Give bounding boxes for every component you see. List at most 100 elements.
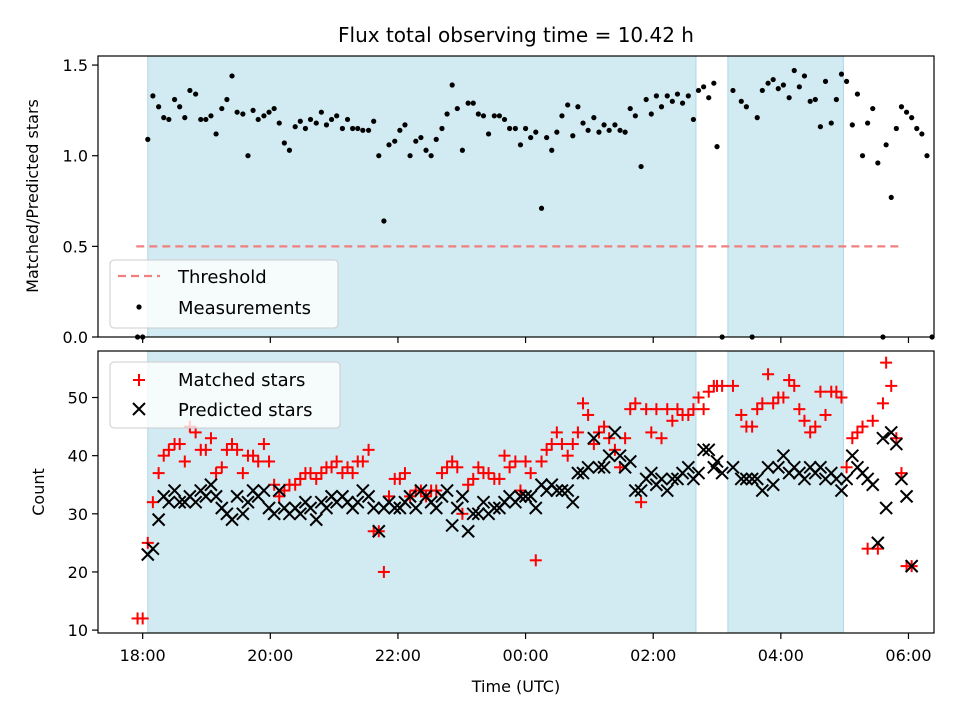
matched-star-point-140	[871, 542, 884, 555]
bottom-y-tick-label-2: 30	[68, 505, 88, 524]
measurement-point-110	[711, 80, 717, 86]
measurement-point-144	[893, 125, 899, 132]
legend-matched-label: Matched stars	[178, 370, 305, 391]
matched-star-point-69	[493, 472, 506, 485]
measurement-point-30	[292, 124, 298, 130]
measurement-point-117	[754, 115, 760, 121]
matched-star-point-85	[577, 397, 590, 410]
predicted-star-point-22	[257, 483, 271, 498]
matched-star-point-141	[876, 397, 889, 410]
matched-star-point-39	[336, 467, 349, 480]
matched-star-point-76	[529, 554, 542, 567]
measurement-point-98	[648, 111, 654, 117]
measurement-point-89	[601, 122, 607, 128]
measurement-point-85	[580, 120, 586, 126]
predicted-star-point-115	[750, 472, 764, 486]
measurement-point-60	[449, 82, 455, 88]
matched-star-point-79	[545, 438, 558, 451]
matched-star-point-77	[535, 455, 548, 468]
bottom-legend-box	[109, 361, 341, 429]
matched-star-point-18	[226, 438, 239, 451]
top-legend-box	[109, 259, 339, 329]
measurement-point-31	[297, 118, 303, 124]
bottom-x-tick-label-4: 02:00	[630, 646, 676, 665]
measurement-point-66	[480, 113, 487, 119]
predicted-star-point-124	[797, 472, 812, 486]
predicted-star-point-112	[734, 472, 748, 486]
predicted-star-point-139	[876, 431, 890, 445]
measurement-point-90	[606, 127, 612, 133]
measurement-point-46	[376, 153, 382, 159]
predicted-star-point-109	[710, 454, 724, 469]
measurement-point-106	[690, 116, 697, 123]
measurement-point-37	[328, 116, 335, 123]
predicted-star-point-57	[440, 483, 454, 498]
predicted-star-point-58	[445, 518, 459, 533]
measurement-point-63	[465, 100, 471, 106]
matched-star-point-72	[509, 455, 522, 468]
matched-star-point-136	[851, 426, 864, 439]
legend-predicted-label: Predicted stars	[178, 400, 312, 421]
predicted-star-point-92	[623, 454, 637, 469]
predicted-star-point-142	[889, 437, 904, 451]
measurement-point-122	[780, 82, 786, 88]
matched-star-point-64	[467, 472, 480, 485]
measurement-point-145	[898, 104, 905, 110]
measurement-point-43	[360, 127, 366, 133]
measurement-point-111	[714, 144, 720, 150]
bottom-y-axis-label: Count	[29, 468, 48, 516]
bottom-y-tick-label-0: 10	[68, 621, 88, 640]
measurement-point-38	[334, 113, 340, 119]
matched-star-point-75	[524, 467, 537, 480]
measurement-point-33	[307, 116, 314, 123]
predicted-star-point-120	[776, 448, 791, 463]
measurement-point-14	[208, 113, 214, 119]
measurement-point-139	[870, 105, 876, 112]
matched-star-point-132	[830, 385, 843, 398]
measurement-point-21	[245, 153, 251, 159]
measurement-point-8	[177, 104, 183, 110]
measurement-point-133	[838, 71, 845, 77]
top-panel: 0.0 0.5 1.0 1.5 Matched/Predicted stars Thr…	[23, 55, 935, 347]
predicted-star-point-100	[665, 472, 680, 486]
measurement-point-81	[559, 113, 565, 119]
measurement-point-54	[418, 134, 424, 141]
measurement-point-40	[344, 116, 351, 123]
predicted-star-point-72	[518, 489, 533, 504]
legend-measurements-label: Measurements	[178, 298, 311, 319]
measurement-point-29	[286, 147, 293, 153]
matched-star-point-13	[199, 443, 212, 456]
matched-star-point-30	[289, 478, 302, 491]
matched-star-point-139	[866, 414, 879, 427]
matched-star-point-6	[162, 443, 175, 456]
measurement-point-55	[423, 147, 429, 153]
predicted-star-point-88	[602, 448, 616, 463]
measurement-point-5	[161, 115, 167, 121]
matched-star-point-114	[735, 408, 748, 421]
measurement-point-119	[765, 80, 771, 86]
measurement-point-28	[281, 140, 287, 146]
measurement-point-120	[770, 76, 776, 83]
measurement-point-84	[575, 104, 581, 110]
matched-star-point-109	[702, 385, 715, 398]
measurement-point-35	[318, 109, 324, 115]
top-y-tick-label-2: 1.0	[63, 147, 88, 166]
measurement-point-143	[888, 194, 894, 201]
predicted-star-point-113	[739, 472, 754, 486]
measurement-point-126	[801, 73, 808, 79]
matched-star-point-31	[294, 472, 307, 485]
legend-matched-swatch	[133, 374, 145, 386]
matched-star-point-130	[819, 408, 832, 421]
matched-star-point-58	[435, 467, 448, 480]
measurement-point-135	[849, 122, 855, 128]
predicted-star-point-12	[204, 478, 218, 492]
predicted-star-point-90	[613, 448, 627, 463]
measurement-point-11	[193, 91, 199, 97]
measurement-point-57	[433, 136, 439, 142]
measurement-point-49	[392, 138, 398, 144]
measurement-point-132	[833, 96, 839, 103]
matched-star-point-87	[587, 438, 600, 451]
measurement-point-80	[554, 129, 560, 135]
bottom-x-ticks: 18:00 20:00 22:00 00:00 02:00 04:00 06:00	[120, 633, 932, 665]
measurement-point-140	[875, 160, 881, 166]
